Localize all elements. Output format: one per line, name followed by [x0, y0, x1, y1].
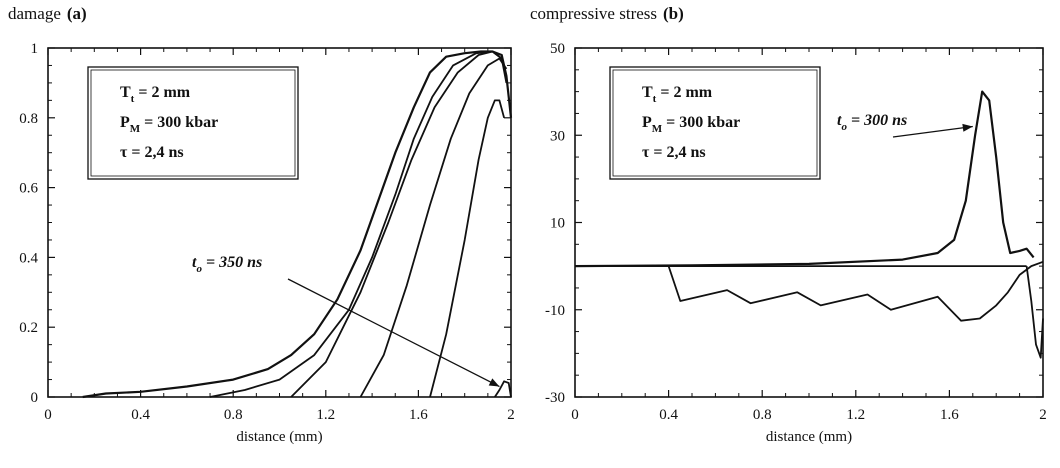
y-tick-label: -30: [545, 390, 565, 406]
parameter-box: [609, 66, 821, 180]
y-tick-label: 30: [550, 128, 565, 144]
y-tick-label: 0.6: [19, 181, 38, 197]
x-tick-label: 0.4: [131, 407, 150, 423]
x-tick-label: 0: [44, 407, 52, 423]
x-axis-title: distance (mm): [766, 429, 852, 445]
y-tick-label: 0.4: [19, 250, 38, 266]
series-line-5: [429, 99, 505, 398]
parameter-line-2: PM = 300 kbar: [120, 114, 218, 135]
panel-a-plot: 0 0.4 0.8 1.2 1.6 2 0 0.2 0.4 0.6 0.8 1 distance (mm…: [19, 41, 515, 445]
annotation-arrowhead: [488, 378, 500, 387]
x-tick-label: 0.8: [753, 407, 772, 423]
x-tick-label: 1.2: [316, 407, 335, 423]
annotation-arrow: [892, 125, 973, 138]
parameter-box: [87, 66, 299, 180]
panel-b-tag: (b): [663, 4, 684, 23]
panel-b-title-text: compressive stress: [530, 4, 658, 23]
series-line-2: [575, 260, 1044, 322]
series-line-3: [290, 50, 503, 398]
y-tick-label: 10: [550, 216, 565, 232]
panel-a-title-text: damage: [8, 4, 61, 23]
x-tick-label: 2: [507, 407, 515, 423]
x-tick-label: 1.6: [409, 407, 428, 423]
time-annotation: to = 300 ns: [837, 112, 907, 133]
annotation-arrow: [287, 278, 500, 388]
panel-a-title: damage (a): [8, 4, 87, 24]
parameter-line-2: PM = 300 kbar: [642, 114, 740, 135]
y-tick-label: 0.2: [19, 320, 38, 336]
x-tick-label: 1.6: [940, 407, 959, 423]
parameter-line-3: τ = 2,4 ns: [642, 144, 706, 161]
x-axis-title: distance (mm): [236, 429, 322, 445]
x-tick-label: 0.4: [659, 407, 678, 423]
time-annotation: to = 350 ns: [192, 254, 262, 275]
series-line-6: [494, 380, 512, 398]
x-tick-label: 1.2: [846, 407, 865, 423]
y-tick-label: 50: [550, 41, 565, 57]
annotation-arrowhead: [962, 123, 973, 132]
x-tick-label: 2: [1039, 407, 1047, 423]
parameter-box-inner: [90, 69, 296, 177]
parameter-line-3: τ = 2,4 ns: [120, 144, 184, 161]
series-line-1: [574, 90, 1035, 268]
panel-b-plot: 0 0.4 0.8 1.2 1.6 2 -30 -10 10 30 50 distance (mm) T…: [545, 41, 1047, 445]
parameter-line-1: Tt = 2 mm: [120, 84, 191, 105]
y-tick-label: 0: [31, 390, 39, 406]
y-tick-label: -10: [545, 303, 565, 319]
panel-a-tag: (a): [66, 4, 87, 23]
parameter-line-1: Tt = 2 mm: [642, 84, 713, 105]
y-tick-label: 0.8: [19, 111, 38, 127]
panel-b-title: compressive stress (b): [530, 4, 684, 24]
x-tick-label: 0: [571, 407, 579, 423]
series-line-4: [1025, 265, 1044, 359]
y-tick-label: 1: [31, 41, 39, 57]
x-tick-label: 0.8: [224, 407, 243, 423]
parameter-box-inner: [612, 69, 818, 177]
